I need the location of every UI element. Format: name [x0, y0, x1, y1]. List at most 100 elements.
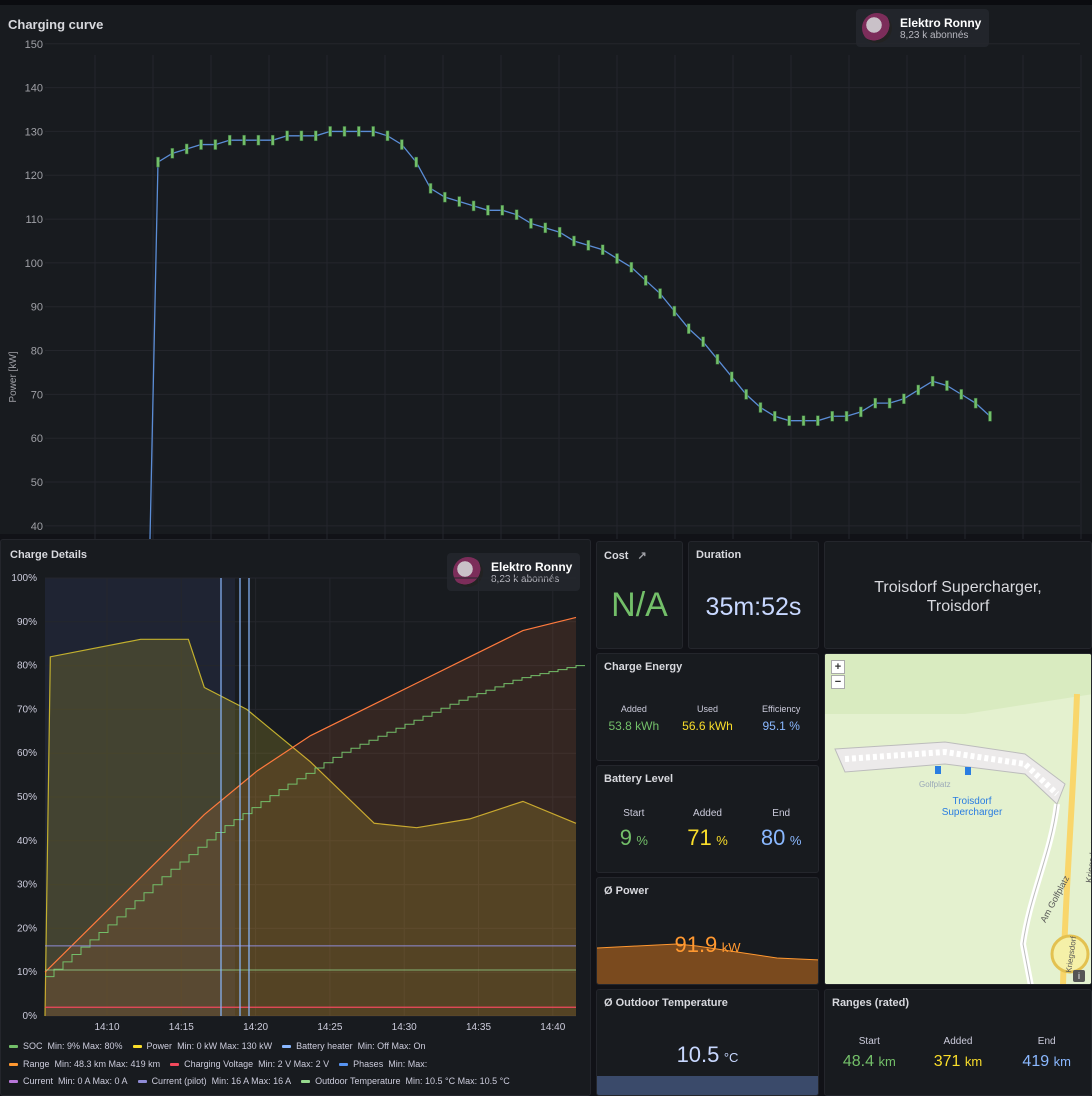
y-tick-label: 50% — [17, 792, 37, 803]
cost-value: N/A — [611, 586, 668, 624]
charge-energy-panel: Charge Energy Added 53.8 kWh Used 56.6 kWh… — [596, 653, 819, 761]
legend-item-power[interactable]: Power Min: 0 kW Max: 130 kW — [132, 1041, 272, 1051]
y-tick-label: 70 — [31, 389, 43, 401]
power-data-point — [471, 200, 476, 212]
charge-details-title: Charge Details — [10, 549, 88, 561]
battery-level-title: Battery Level — [604, 773, 674, 785]
power-data-point — [945, 380, 949, 391]
power-data-point — [758, 402, 763, 413]
power-data-point — [744, 389, 748, 400]
map-info-icon[interactable]: i — [1073, 970, 1085, 982]
charge-details-x-ticks: 14:10 14:15 14:20 14:25 14:30 14:35 14:40 — [94, 1022, 565, 1033]
power-data-point — [357, 126, 361, 137]
y-tick-label: 20% — [17, 923, 37, 934]
y-tick-label: 80% — [17, 661, 37, 672]
legend-item-soc[interactable]: SOC Min: 9% Max: 80% — [9, 1041, 123, 1051]
y-tick-label: 70% — [17, 704, 37, 715]
y-tick-label: 10% — [17, 967, 37, 978]
power-data-point — [916, 384, 921, 396]
power-data-point — [844, 411, 849, 422]
y-tick-label: 60 — [31, 433, 43, 445]
charge-details-y-ticks: 100% 90% 80% 70% 60% 50% 40% 30% 20% 10% 0% — [11, 573, 37, 1022]
channel-badge-top[interactable]: Elektro Ronny 8,23 k abonnés — [856, 9, 990, 47]
map-canvas[interactable] — [825, 654, 1092, 985]
channel-name: Elektro Ronny — [491, 559, 573, 574]
legend-item-range[interactable]: Range Min: 48.3 km Max: 419 km — [9, 1059, 160, 1069]
power-data-point — [801, 415, 806, 426]
power-data-point — [199, 139, 203, 150]
power-data-point — [156, 156, 160, 168]
charge-energy-title: Charge Energy — [604, 661, 683, 673]
outdoor-temp-value: 10.5 °C — [676, 1042, 739, 1067]
power-data-point — [988, 411, 992, 422]
battery-added: Added 71 % — [687, 808, 728, 850]
power-data-point — [543, 222, 548, 234]
power-data-point — [328, 126, 332, 137]
location-panel: Troisdorf Supercharger, Troisdorf — [824, 541, 1092, 649]
y-tick-label: 110 — [25, 214, 43, 226]
power-data-point — [873, 397, 877, 409]
legend-item-current-pilot[interactable]: Current (pilot) Min: 16 A Max: 16 A — [137, 1076, 291, 1086]
legend-item-outdoor-temperature[interactable]: Outdoor Temperature Min: 10.5 °C Max: 10.… — [301, 1076, 510, 1086]
power-data-point — [672, 305, 677, 317]
legend-item-charging-voltage[interactable]: Charging Voltage Min: 2 V Max: 2 V — [170, 1059, 329, 1069]
outdoor-temp-panel: Ø Outdoor Temperature 10.5 °C — [596, 989, 819, 1096]
power-data-point — [959, 389, 964, 400]
power-data-point — [572, 235, 576, 247]
legend-row-2: Range Min: 48.3 km Max: 419 km Charging V… — [9, 1059, 427, 1069]
power-data-point — [500, 205, 505, 216]
y-tick-label: 140 — [25, 83, 43, 95]
y-tick-label: 40 — [31, 521, 43, 533]
avg-power-sparkline — [597, 943, 818, 984]
power-data-point — [557, 226, 562, 238]
map-poi-supercharger[interactable]: Troisdorf Supercharger — [941, 796, 1003, 818]
x-tick-label: 14:35 — [466, 1022, 491, 1033]
legend-item-phases[interactable]: Phases Min: Max: — [339, 1059, 427, 1069]
power-data-point — [299, 130, 304, 142]
power-series-line — [44, 638, 577, 1017]
power-data-point — [457, 196, 461, 207]
map-zoom-out-button[interactable]: − — [831, 675, 845, 689]
range-added: Added 371 km — [933, 1036, 983, 1070]
charging-curve-chart: 150 140 130 120 110 100 90 80 70 60 50 40 Power [kW… — [8, 39, 1082, 539]
power-data-point — [213, 139, 218, 150]
map-zoom-in-button[interactable]: + — [831, 660, 845, 674]
power-data-point — [227, 134, 232, 146]
y-tick-label: 100 — [25, 258, 43, 270]
map-panel[interactable]: + − Golfplatz Troisdorf Supercharger Am … — [824, 653, 1092, 985]
x-tick-label: 14:15 — [169, 1022, 194, 1033]
y-tick-label: 40% — [17, 836, 37, 847]
energy-used: Used 56.6 kWh — [682, 704, 733, 733]
power-data-point — [902, 393, 906, 405]
power-data-point — [428, 183, 433, 194]
power-data-point — [342, 126, 347, 137]
power-data-point — [385, 130, 390, 142]
charging-curve-y-ticks: 150 140 130 120 110 100 90 80 70 60 50 40 — [25, 39, 43, 533]
duration-value: 35m:52s — [705, 593, 802, 621]
legend-item-current[interactable]: Current Min: 0 A Max: 0 A — [9, 1076, 128, 1086]
charge-details-series — [44, 578, 585, 1017]
y-tick-label: 130 — [25, 126, 43, 138]
channel-badge-details[interactable]: Elektro Ronny 8,23 k abonnés — [447, 553, 581, 591]
power-data-point — [658, 288, 662, 299]
energy-efficiency: Efficiency 95.1 % — [762, 704, 801, 733]
power-data-point — [629, 262, 634, 273]
location-name: Troisdorf Supercharger, Troisdorf — [874, 579, 1042, 615]
range-end: End 419 km — [1022, 1036, 1071, 1070]
external-link-icon[interactable]: ↗ — [637, 550, 647, 562]
power-data-point — [773, 411, 777, 422]
ranges-panel: Ranges (rated) Start 48.4 km Added 371 km … — [824, 989, 1092, 1096]
charging-curve-title: Charging curve — [8, 17, 104, 32]
cost-panel: Cost ↗ N/A — [596, 541, 683, 649]
legend-row-1: SOC Min: 9% Max: 80% Power Min: 0 kW Max: … — [9, 1041, 425, 1051]
x-tick-label: 14:30 — [392, 1022, 417, 1033]
charge-details-grid — [45, 577, 576, 1017]
legend-item-battery-heater[interactable]: Battery heater Min: Off Max: On — [282, 1041, 425, 1051]
y-tick-label: 30% — [17, 880, 37, 891]
channel-subscribers: 8,23 k abonnés — [491, 573, 560, 585]
legend-row-3: Current Min: 0 A Max: 0 A Current (pilot)… — [9, 1076, 510, 1086]
power-data-point — [486, 205, 490, 216]
power-data-point — [687, 323, 691, 334]
power-data-point — [256, 134, 261, 146]
power-data-point — [816, 415, 820, 426]
